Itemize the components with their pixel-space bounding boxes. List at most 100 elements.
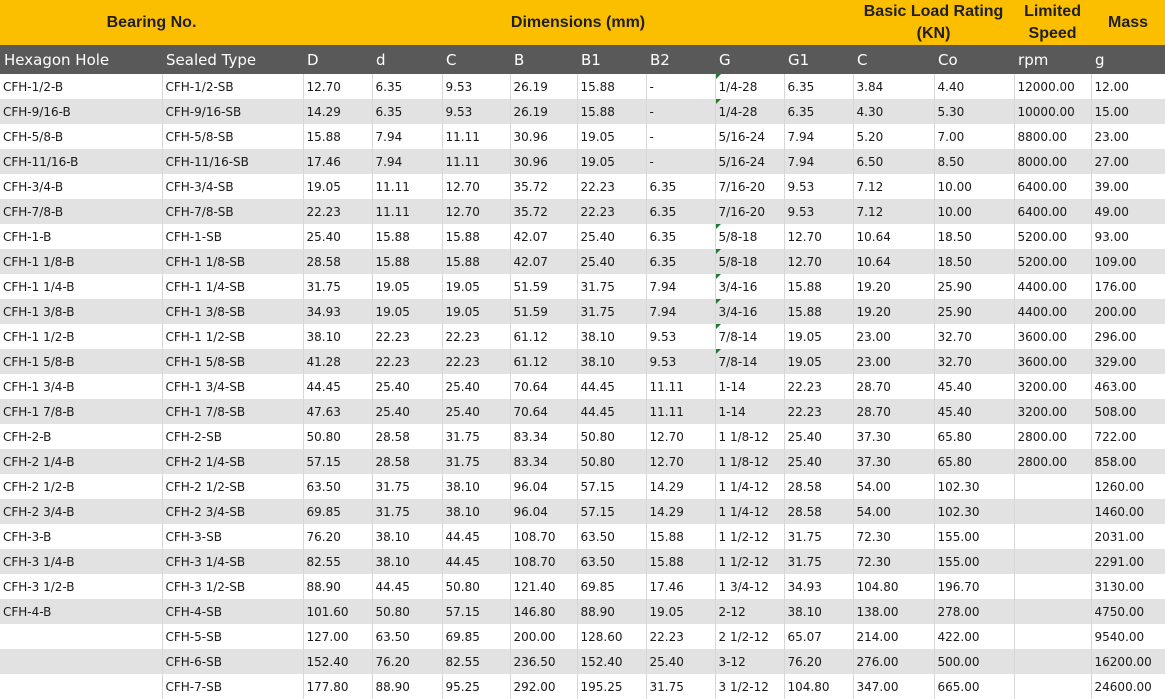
table-cell: 2800.00 — [1013, 424, 1092, 449]
table-cell: 38.10 — [441, 474, 511, 499]
table-cell: 508.00 — [1090, 399, 1165, 424]
table-cell: 278.00 — [933, 599, 1015, 624]
table-cell: 155.00 — [933, 524, 1015, 549]
table-cell: 15.00 — [1090, 99, 1165, 124]
table-cell: 22.23 — [783, 399, 854, 424]
table-cell: 39.00 — [1090, 174, 1165, 199]
table-cell: 196.70 — [933, 574, 1015, 599]
table-cell: 69.85 — [441, 624, 511, 649]
table-cell: 15.88 — [645, 524, 716, 549]
table-cell: 44.45 — [371, 574, 443, 599]
table-cell: 329.00 — [1090, 349, 1165, 374]
column-header: C — [857, 50, 868, 69]
table-cell: 665.00 — [933, 674, 1015, 699]
table-cell: 49.00 — [1090, 199, 1165, 224]
table-cell — [1013, 599, 1092, 624]
table-cell — [1013, 524, 1092, 549]
table-cell — [1013, 574, 1092, 599]
table-cell: 7/16-20 — [714, 199, 785, 224]
table-cell: 31.75 — [783, 549, 854, 574]
table-cell: 3600.00 — [1013, 324, 1092, 349]
table-cell: 2291.00 — [1090, 549, 1165, 574]
table-cell: 83.34 — [509, 424, 578, 449]
table-cell: CFH-3 1/2-B — [3, 579, 75, 594]
table-cell: CFH-3 1/2-SB — [161, 574, 304, 599]
table-cell: 276.00 — [852, 649, 935, 674]
table-cell: 14.29 — [645, 499, 716, 524]
table-cell: CFH-7-SB — [161, 674, 304, 699]
table-cell: 16200.00 — [1090, 649, 1165, 674]
table-cell — [1013, 549, 1092, 574]
table-cell: CFH-1 1/8-B — [3, 254, 75, 269]
table-cell: 3/4-16 — [714, 274, 785, 299]
table-cell: 4.40 — [933, 74, 1015, 99]
table-cell: 45.40 — [933, 399, 1015, 424]
table-cell: CFH-11/16-SB — [161, 149, 304, 174]
mass-header: Mass — [1108, 13, 1149, 31]
table-cell: 22.23 — [371, 324, 443, 349]
table-cell: 152.40 — [576, 649, 647, 674]
table-cell: CFH-5-SB — [161, 624, 304, 649]
table-row: CFH-3-B CFH-3-SB 76.20 38.10 44.45 108.70 63.5… — [0, 524, 1165, 549]
table-cell: 22.23 — [783, 374, 854, 399]
table-cell: 44.45 — [576, 399, 647, 424]
table-cell: CFH-1 7/8-SB — [161, 399, 304, 424]
table-cell: 38.10 — [576, 324, 647, 349]
table-cell: 5/8-18 — [714, 224, 785, 249]
table-cell: 12.70 — [441, 174, 511, 199]
table-cell: 1-14 — [714, 374, 785, 399]
table-cell: 7/16-20 — [714, 174, 785, 199]
table-cell: 1 1/2-12 — [714, 549, 785, 574]
table-cell: 3-12 — [714, 649, 785, 674]
table-cell: 37.30 — [852, 424, 935, 449]
table-cell: CFH-9/16-B — [3, 104, 71, 119]
table-cell: 10.64 — [852, 224, 935, 249]
table-cell: 104.80 — [783, 674, 854, 699]
table-cell: 76.20 — [371, 649, 443, 674]
table-cell: 28.58 — [783, 499, 854, 524]
table-cell: 17.46 — [302, 149, 373, 174]
table-cell: CFH-1 1/4-SB — [161, 274, 304, 299]
table-cell: 138.00 — [852, 599, 935, 624]
table-cell: 7.12 — [852, 174, 935, 199]
table-cell: 11.11 — [441, 149, 511, 174]
table-cell: 44.45 — [576, 374, 647, 399]
table-cell: 500.00 — [933, 649, 1015, 674]
table-cell: 22.23 — [441, 349, 511, 374]
table-cell: 96.04 — [509, 474, 578, 499]
table-cell: 7/8-14 — [714, 349, 785, 374]
table-cell: 42.07 — [509, 224, 578, 249]
table-cell: 3/4-16 — [714, 299, 785, 324]
table-cell: 18.50 — [933, 224, 1015, 249]
table-cell: 24600.00 — [1090, 674, 1165, 699]
table-cell: 9.53 — [645, 349, 716, 374]
table-cell: CFH-3 1/4-SB — [161, 549, 304, 574]
table-cell: 3200.00 — [1013, 399, 1092, 424]
table-cell: 38.10 — [441, 499, 511, 524]
table-cell: 1 1/4-12 — [714, 499, 785, 524]
table-cell: 1 3/4-12 — [714, 574, 785, 599]
table-row: CFH-3/4-B CFH-3/4-SB 19.05 11.11 12.70 35.72 2… — [0, 174, 1165, 199]
table-cell: CFH-1 7/8-B — [3, 404, 75, 419]
table-cell: 1 1/8-12 — [714, 424, 785, 449]
table-row: CFH-5/8-B CFH-5/8-SB 15.88 7.94 11.11 30.96 19… — [0, 124, 1165, 149]
table-cell: CFH-1-B — [3, 229, 52, 244]
table-cell: 22.23 — [371, 349, 443, 374]
table-cell: 200.00 — [509, 624, 578, 649]
table-cell: 12.70 — [783, 224, 854, 249]
table-cell: 4400.00 — [1013, 299, 1092, 324]
table-cell: 7/8-14 — [714, 324, 785, 349]
table-cell: 28.58 — [371, 449, 443, 474]
table-cell: 83.34 — [509, 449, 578, 474]
table-cell: 3.84 — [852, 74, 935, 99]
table-cell: 1-14 — [714, 399, 785, 424]
table-cell: 9.53 — [783, 199, 854, 224]
table-cell: 11.11 — [645, 374, 716, 399]
table-cell: CFH-2 3/4-B — [3, 504, 75, 519]
table-cell: 44.45 — [302, 374, 373, 399]
table-cell: 57.15 — [441, 599, 511, 624]
table-cell: 12.70 — [441, 199, 511, 224]
table-cell: 5/16-24 — [714, 124, 785, 149]
table-cell: 31.75 — [441, 449, 511, 474]
table-cell: - — [645, 74, 716, 99]
